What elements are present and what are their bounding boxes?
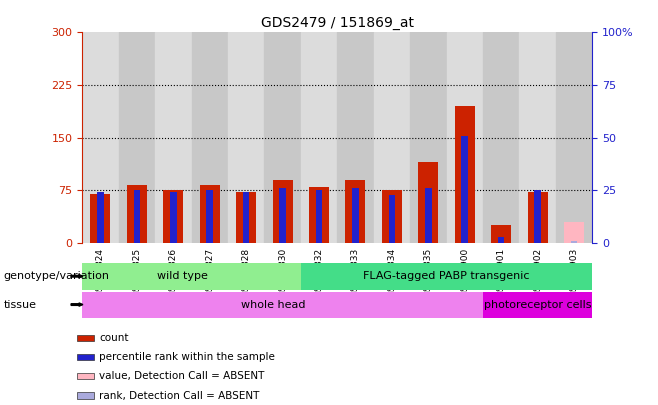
Bar: [236, 192, 256, 243]
Bar: [374, 32, 410, 243]
Text: percentile rank within the sample: percentile rank within the sample: [99, 352, 275, 362]
Bar: [498, 237, 505, 243]
Text: rank, Detection Call = ABSENT: rank, Detection Call = ABSENT: [99, 390, 260, 401]
Bar: [519, 32, 556, 243]
Bar: [455, 106, 474, 243]
Text: FLAG-tagged PABP transgenic: FLAG-tagged PABP transgenic: [363, 271, 530, 281]
Text: tissue: tissue: [3, 300, 36, 309]
Bar: [301, 32, 338, 243]
Bar: [418, 162, 438, 243]
Bar: [316, 190, 322, 243]
Bar: [265, 32, 301, 243]
Bar: [200, 185, 220, 243]
Bar: [528, 192, 547, 243]
Bar: [77, 335, 94, 341]
Bar: [279, 188, 286, 243]
Bar: [163, 190, 184, 243]
Bar: [82, 32, 118, 243]
Bar: [155, 32, 191, 243]
Bar: [77, 354, 94, 360]
Bar: [410, 32, 447, 243]
Bar: [483, 32, 519, 243]
Bar: [564, 222, 584, 243]
Bar: [127, 185, 147, 243]
Bar: [272, 180, 293, 243]
Bar: [301, 263, 592, 290]
Bar: [491, 226, 511, 243]
Bar: [170, 192, 176, 243]
Bar: [118, 32, 155, 243]
Bar: [570, 241, 577, 243]
Bar: [447, 32, 483, 243]
Bar: [389, 194, 395, 243]
Bar: [352, 188, 359, 243]
Bar: [77, 373, 94, 379]
Bar: [97, 192, 104, 243]
Bar: [425, 188, 432, 243]
Bar: [556, 32, 592, 243]
Bar: [483, 292, 592, 318]
Bar: [207, 190, 213, 243]
Bar: [191, 32, 228, 243]
Text: value, Detection Call = ABSENT: value, Detection Call = ABSENT: [99, 371, 265, 382]
Text: count: count: [99, 333, 129, 343]
Bar: [82, 292, 483, 318]
Bar: [309, 187, 329, 243]
Bar: [243, 192, 249, 243]
Bar: [77, 392, 94, 399]
Bar: [90, 194, 111, 243]
Bar: [382, 190, 402, 243]
Text: whole head: whole head: [241, 300, 306, 310]
Bar: [461, 136, 468, 243]
Text: wild type: wild type: [157, 271, 208, 281]
Bar: [338, 32, 374, 243]
Text: genotype/variation: genotype/variation: [3, 271, 109, 281]
Bar: [134, 190, 140, 243]
Bar: [228, 32, 265, 243]
Bar: [82, 263, 301, 290]
Bar: [345, 180, 365, 243]
Text: photoreceptor cells: photoreceptor cells: [484, 300, 592, 310]
Title: GDS2479 / 151869_at: GDS2479 / 151869_at: [261, 16, 414, 30]
Bar: [534, 190, 541, 243]
